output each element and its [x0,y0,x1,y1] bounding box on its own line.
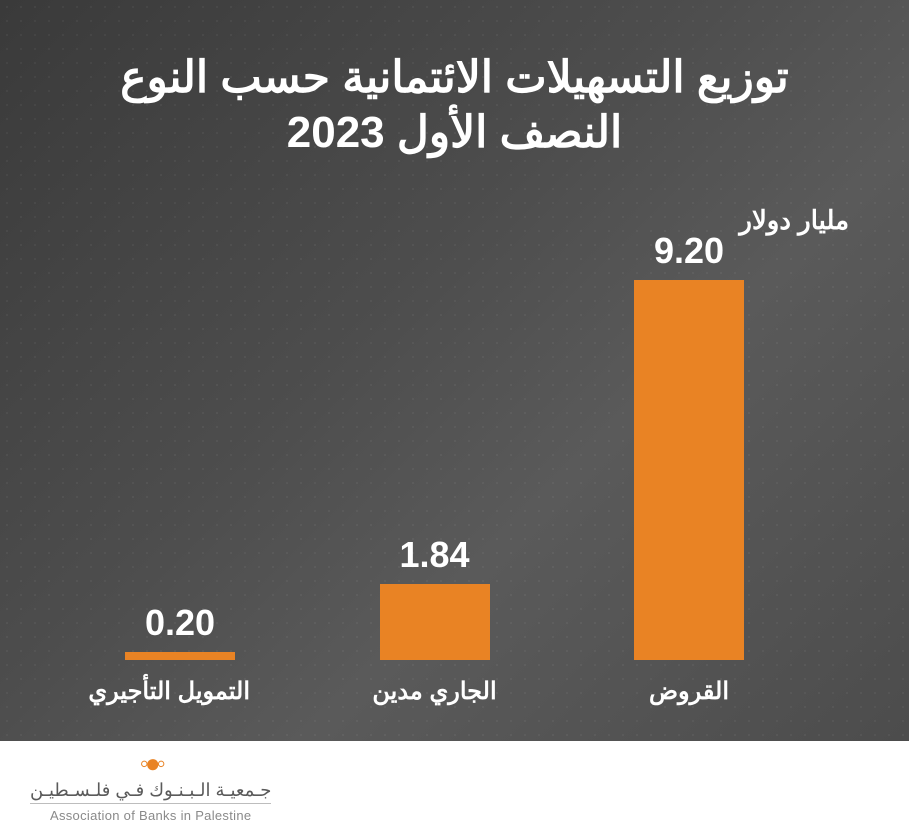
bar-label: الجاري مدين [365,677,505,706]
logo-mark-icon: ◦●◦ [140,750,162,776]
bar-chart: 9.201.840.20 القروضالجاري مدينالتمويل ال… [110,230,759,700]
bar-value: 0.20 [145,602,215,644]
org-name-ar: جـمعيـة الـبـنـوك فـي فلـسـطيـن [30,780,271,804]
title-line-2: النصف الأول 2023 [40,105,869,160]
labels-row: القروض الجاري مدين التمويل التأجيري [110,677,759,706]
org-name-en: Association of Banks in Palestine [50,808,251,823]
footer: ◦●◦ جـمعيـة الـبـنـوك فـي فلـسـطيـن Asso… [0,741,909,831]
bar-label: القروض [619,677,759,706]
bar-slot: 0.20 [110,602,250,660]
bar-label: التمويل التأجيري [110,677,250,706]
title-line-1: توزيع التسهيلات الائتمانية حسب النوع [40,50,869,105]
infographic-canvas: توزيع التسهيلات الائتمانية حسب النوع الن… [0,0,909,831]
bar-value: 1.84 [399,534,469,576]
bars-container: 9.201.840.20 [110,240,759,660]
title-block: توزيع التسهيلات الائتمانية حسب النوع الن… [40,50,869,160]
bar-rect [634,280,744,660]
bar-slot: 9.20 [619,230,759,660]
bar-rect [380,584,490,660]
bar-slot: 1.84 [365,534,505,660]
bar-rect [125,652,235,660]
org-logo: ◦●◦ جـمعيـة الـبـنـوك فـي فلـسـطيـن Asso… [30,750,271,823]
bar-value: 9.20 [654,230,724,272]
